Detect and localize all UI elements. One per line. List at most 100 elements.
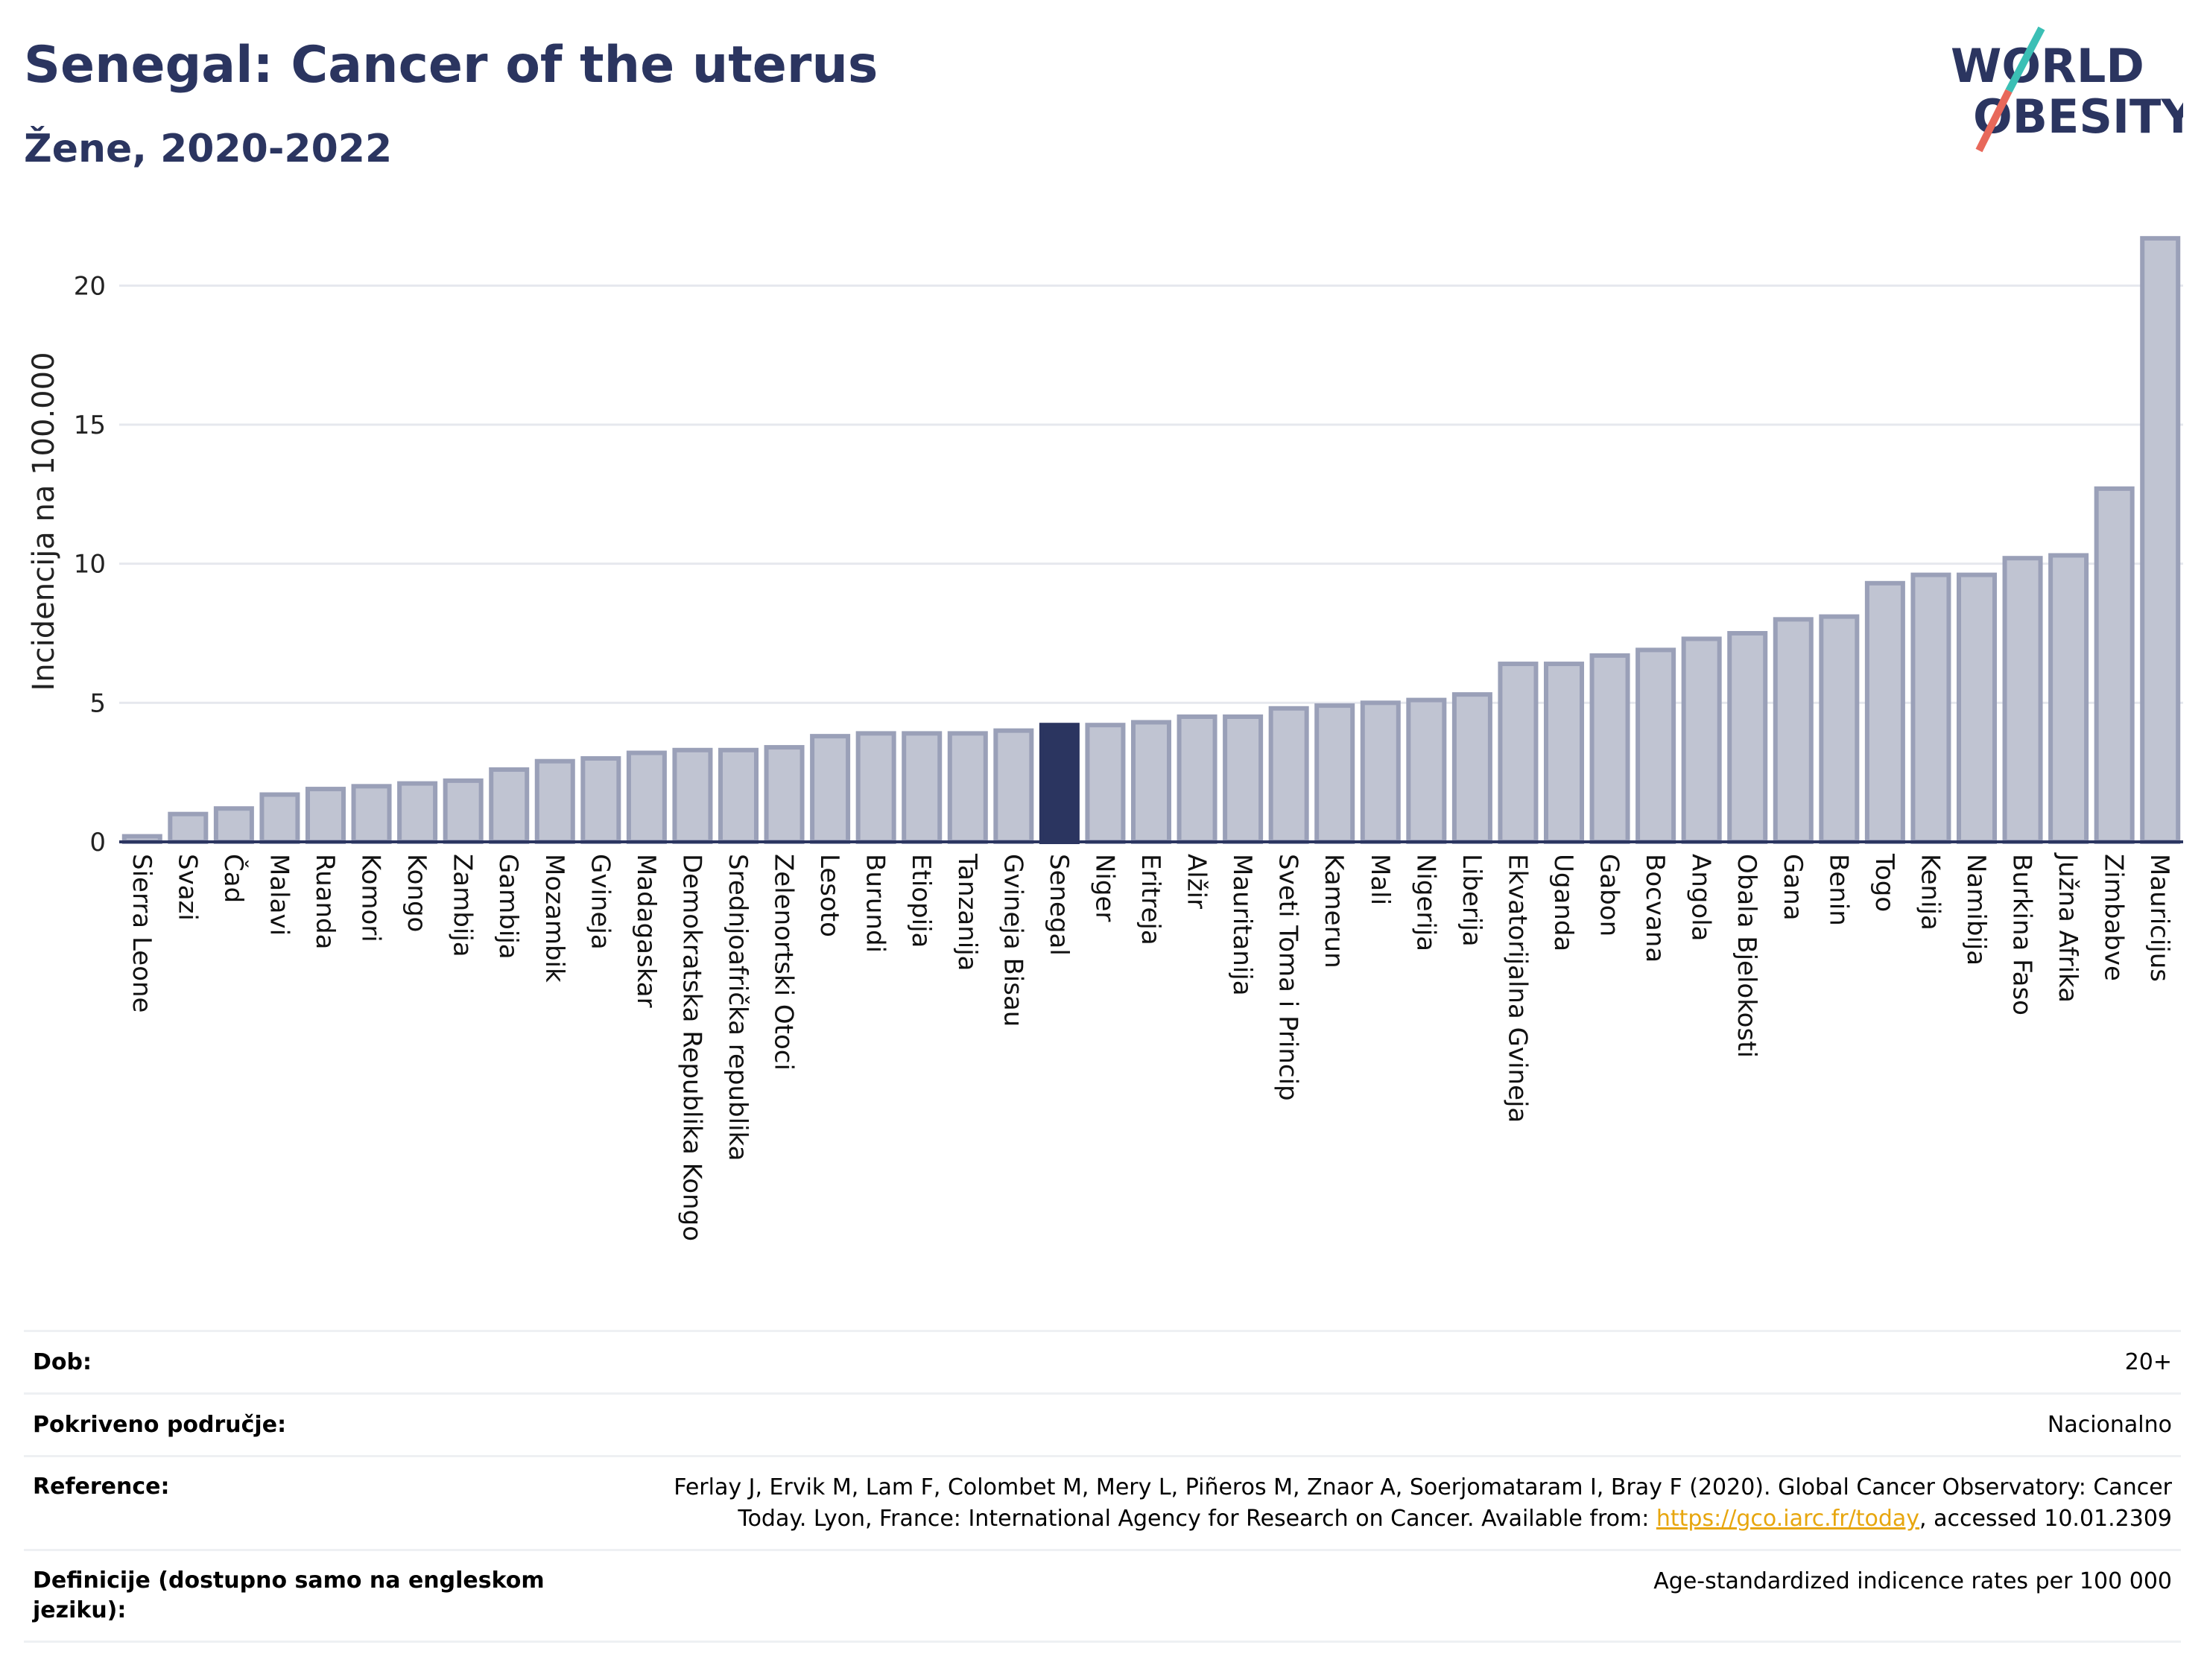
x-tick-label: Kamerun bbox=[1319, 854, 1349, 969]
x-tick-label: Burundi bbox=[861, 854, 890, 953]
reference-text-2: , accessed 10.01.2309 bbox=[1919, 1506, 2172, 1532]
bar bbox=[1727, 631, 1768, 844]
bar bbox=[1085, 723, 1126, 845]
bar bbox=[855, 731, 896, 845]
bar bbox=[1543, 662, 1585, 844]
bar bbox=[672, 747, 713, 844]
x-tick-label: Lesoto bbox=[814, 854, 844, 937]
x-tick-label: Svazi bbox=[172, 854, 202, 921]
x-tick-label: Gabon bbox=[1595, 854, 1624, 936]
bar bbox=[1039, 723, 1080, 845]
info-table: Dob: 20+ Pokriveno područje: Nacionalno … bbox=[24, 1330, 2181, 1643]
x-tick-label: Sveti Toma i Princip bbox=[1273, 854, 1303, 1101]
x-tick-label: Zimbabve bbox=[2099, 854, 2129, 981]
bar bbox=[443, 778, 484, 845]
x-tick-label: Zelenortski Otoci bbox=[769, 854, 799, 1071]
x-tick-label: Mauricijus bbox=[2144, 854, 2174, 982]
definitions-label: Definicije (dostupno samo na engleskom j… bbox=[33, 1568, 545, 1623]
bar bbox=[1177, 714, 1217, 844]
bar bbox=[947, 731, 988, 845]
x-tick-label: Mali bbox=[1365, 854, 1395, 905]
x-tick-label: Gambija bbox=[493, 854, 523, 960]
x-tick-label: Gvineja bbox=[585, 854, 615, 950]
bar bbox=[1864, 580, 1905, 844]
bar bbox=[168, 811, 209, 844]
x-tick-label: Uganda bbox=[1548, 854, 1578, 951]
x-tick-label: Gana bbox=[1778, 854, 1808, 921]
x-tick-label: Eritreja bbox=[1136, 854, 1165, 945]
logo-line1: WORLD bbox=[1951, 39, 2144, 93]
bar bbox=[993, 728, 1034, 845]
bar bbox=[213, 806, 254, 844]
bar bbox=[718, 747, 759, 844]
bar bbox=[1130, 720, 1172, 845]
y-tick-label: 20 bbox=[74, 271, 106, 301]
y-tick-label: 10 bbox=[74, 550, 106, 580]
x-tick-label: Malavi bbox=[264, 854, 294, 936]
x-tick-label: Obala Bjelokosti bbox=[1732, 854, 1761, 1058]
x-tick-label: Ruanda bbox=[310, 854, 340, 949]
page-subtitle: Žene, 2020-2022 bbox=[24, 127, 393, 171]
reference-value: Ferlay J, Ervik M, Lam F, Colombet M, Me… bbox=[607, 1472, 2172, 1549]
bar bbox=[764, 745, 805, 844]
info-row-reference: Reference: Ferlay J, Ervik M, Lam F, Col… bbox=[24, 1455, 2181, 1549]
x-tick-label: Mozambik bbox=[539, 854, 569, 983]
x-tick-label: Angola bbox=[1686, 854, 1716, 941]
x-tick-label: Nigerija bbox=[1410, 854, 1440, 951]
bar bbox=[1773, 617, 1814, 844]
bar-chart: 0 5 10 15 20 Incidencija na 100.000 Sierra Leo… bbox=[27, 235, 2183, 1241]
x-tick-label: Ekvatorijalna Gvineja bbox=[1502, 854, 1532, 1123]
bar bbox=[1589, 653, 1630, 844]
x-tick-label: Burkina Faso bbox=[2007, 854, 2037, 1015]
bar bbox=[1223, 714, 1264, 844]
x-tick-label: Južna Afrika bbox=[2053, 852, 2083, 1003]
bar bbox=[2002, 556, 2043, 844]
x-tick-label: Srednjoafrička republika bbox=[723, 854, 753, 1161]
x-tick-label: Kenija bbox=[1915, 854, 1945, 931]
x-tick-label: Zambija bbox=[448, 854, 478, 957]
bar bbox=[580, 756, 621, 844]
bar bbox=[305, 787, 346, 844]
logo-accent-teal bbox=[2005, 26, 2045, 93]
x-tick-label: Kongo bbox=[402, 854, 431, 932]
bar bbox=[1910, 572, 1951, 844]
x-tick-label: Niger bbox=[1089, 854, 1119, 922]
bar bbox=[489, 767, 530, 845]
x-tick-label: Togo bbox=[1869, 853, 1899, 912]
bar bbox=[1956, 572, 1998, 844]
bar bbox=[351, 784, 392, 845]
bar bbox=[2094, 486, 2135, 844]
bar bbox=[1314, 703, 1355, 844]
y-tick-label: 5 bbox=[89, 688, 106, 718]
bar bbox=[534, 758, 575, 845]
x-tick-label: Tanzanija bbox=[952, 853, 982, 971]
bar bbox=[2140, 235, 2181, 845]
logo-accent-coral bbox=[1975, 89, 2013, 153]
info-row-age: Dob: 20+ bbox=[24, 1330, 2181, 1392]
y-tick-label: 0 bbox=[89, 828, 106, 858]
age-value: 20+ bbox=[2124, 1348, 2172, 1375]
x-tick-label: Mauritanija bbox=[1227, 854, 1257, 996]
coverage-value: Nacionalno bbox=[2047, 1411, 2172, 1438]
bar bbox=[397, 781, 438, 844]
y-axis-label: Incidencija na 100.000 bbox=[27, 352, 61, 691]
reference-text-1: Ferlay J, Ervik M, Lam F, Colombet M, Me… bbox=[674, 1474, 2172, 1532]
bar bbox=[1635, 647, 1676, 845]
x-tick-label: Gvineja Bisau bbox=[998, 854, 1027, 1027]
bar bbox=[1819, 614, 1860, 844]
x-tick-label: Namibija bbox=[1961, 854, 1991, 966]
x-tick-label: Bocvana bbox=[1640, 854, 1670, 963]
x-tick-label: Benin bbox=[1823, 854, 1853, 926]
reference-label: Reference: bbox=[33, 1474, 170, 1500]
bar bbox=[259, 792, 300, 844]
bar bbox=[1406, 697, 1447, 844]
x-tick-label: Alžir bbox=[1182, 854, 1212, 909]
bar bbox=[626, 750, 667, 844]
reference-link[interactable]: https://gco.iarc.fr/today bbox=[1656, 1506, 1920, 1532]
x-tick-label: Komori bbox=[356, 854, 386, 942]
y-tick-label: 15 bbox=[74, 411, 106, 440]
bar bbox=[1498, 662, 1539, 844]
info-row-definitions: Definicije (dostupno samo na engleskom j… bbox=[24, 1549, 2181, 1643]
age-label: Dob: bbox=[33, 1348, 92, 1375]
x-tick-label: Čad bbox=[218, 854, 249, 903]
